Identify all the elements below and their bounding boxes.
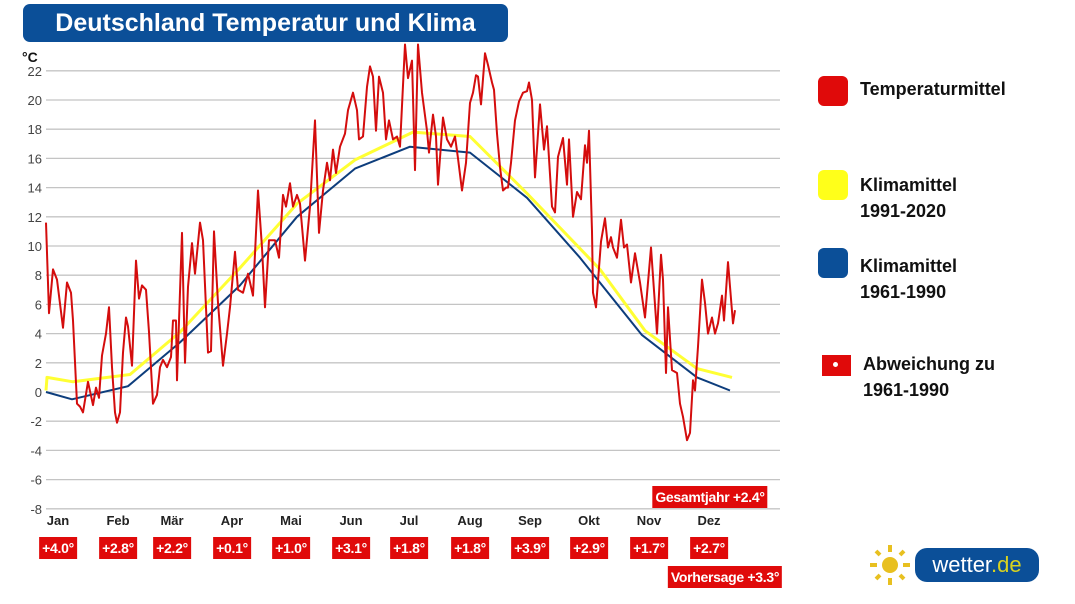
y-tick-label: 10 bbox=[28, 239, 42, 254]
chart-title: Deutschland Temperatur und Klima bbox=[23, 4, 508, 42]
logo-wordmark: wetter.de bbox=[915, 548, 1039, 582]
legend-label-1991-2020: Klimamittel 1991-2020 bbox=[860, 172, 957, 224]
legend-swatch-1991-2020 bbox=[818, 170, 848, 200]
y-tick-label: 20 bbox=[28, 93, 42, 108]
x-tick-label: Dez bbox=[697, 513, 721, 528]
y-tick-label: -2 bbox=[30, 414, 42, 429]
legend-swatch-1961-1990 bbox=[818, 248, 848, 278]
series-lines bbox=[44, 43, 736, 442]
forecast-badge: Vorhersage +3.3° bbox=[667, 566, 783, 588]
legend-swatch-deviation bbox=[822, 355, 851, 376]
deviation-badge: +2.9° bbox=[570, 537, 608, 559]
y-tick-label: 14 bbox=[28, 181, 42, 196]
deviation-badge: +1.8° bbox=[451, 537, 489, 559]
y-tick-label: -6 bbox=[30, 473, 42, 488]
y-tick-label: -8 bbox=[30, 502, 42, 517]
legend-line: Klimamittel bbox=[860, 256, 958, 276]
y-tick-label: 0 bbox=[35, 385, 42, 400]
y-tick-label: -4 bbox=[30, 443, 42, 458]
deviation-badge: +3.9° bbox=[511, 537, 549, 559]
x-tick-label: Jan bbox=[46, 513, 70, 528]
legend-label-temperature: Temperaturmittel bbox=[860, 76, 1006, 102]
deviation-badge: +0.1° bbox=[213, 537, 251, 559]
deviation-badge: +2.7° bbox=[690, 537, 728, 559]
deviation-badge: +2.8° bbox=[99, 537, 137, 559]
sun-icon bbox=[870, 545, 910, 585]
x-tick-label: Aug bbox=[457, 513, 483, 528]
deviation-badge: +4.0° bbox=[39, 537, 77, 559]
deviation-badge: +2.2° bbox=[153, 537, 191, 559]
x-tick-label: Jul bbox=[399, 513, 419, 528]
y-tick-label: 18 bbox=[28, 122, 42, 137]
logo-suffix: .de bbox=[991, 552, 1022, 577]
grid bbox=[46, 70, 780, 510]
dot-icon bbox=[833, 362, 838, 367]
x-tick-label: Sep bbox=[518, 513, 542, 528]
x-tick-label: Okt bbox=[578, 513, 600, 528]
y-tick-label: 6 bbox=[35, 297, 42, 312]
y-tick-label: 22 bbox=[28, 64, 42, 79]
legend-line: Klimamittel bbox=[860, 175, 958, 195]
legend-line: 1991-2020 bbox=[860, 201, 947, 221]
x-tick-label: Mai bbox=[280, 513, 302, 528]
y-axis-unit: °C bbox=[22, 49, 38, 65]
y-tick-label: 8 bbox=[35, 268, 42, 283]
legend-line: Abweichung zu bbox=[863, 354, 995, 374]
series-line-clim-1991-2020 bbox=[44, 130, 733, 391]
x-tick-label: Jun bbox=[339, 513, 363, 528]
legend-label-deviation: Abweichung zu 1961-1990 bbox=[863, 351, 995, 403]
logo-text: wetter bbox=[932, 552, 992, 577]
legend-line: 1961-1990 bbox=[860, 282, 947, 302]
y-tick-label: 2 bbox=[35, 356, 42, 371]
y-tick-label: 12 bbox=[28, 210, 42, 225]
deviation-badge: +1.0° bbox=[272, 537, 310, 559]
legend-label-1961-1990: Klimamittel 1961-1990 bbox=[860, 253, 957, 305]
series-line-temperature bbox=[45, 43, 736, 442]
y-tick-label: 4 bbox=[35, 327, 42, 342]
x-tick-label: Mär bbox=[160, 513, 184, 528]
deviation-badge: +1.8° bbox=[390, 537, 428, 559]
legend-swatch-temperature bbox=[818, 76, 848, 106]
legend-line: Temperaturmittel bbox=[860, 79, 1006, 99]
x-tick-label: Nov bbox=[636, 513, 662, 528]
x-tick-label: Apr bbox=[220, 513, 244, 528]
x-tick-label: Feb bbox=[106, 513, 130, 528]
deviation-badge: +3.1° bbox=[332, 537, 370, 559]
series-line-clim-1961-1990 bbox=[45, 145, 731, 401]
legend-line: 1961-1990 bbox=[863, 380, 950, 400]
annual-deviation-badge: Gesamtjahr +2.4° bbox=[652, 486, 768, 508]
y-tick-label: 16 bbox=[28, 151, 42, 166]
deviation-badge: +1.7° bbox=[630, 537, 668, 559]
